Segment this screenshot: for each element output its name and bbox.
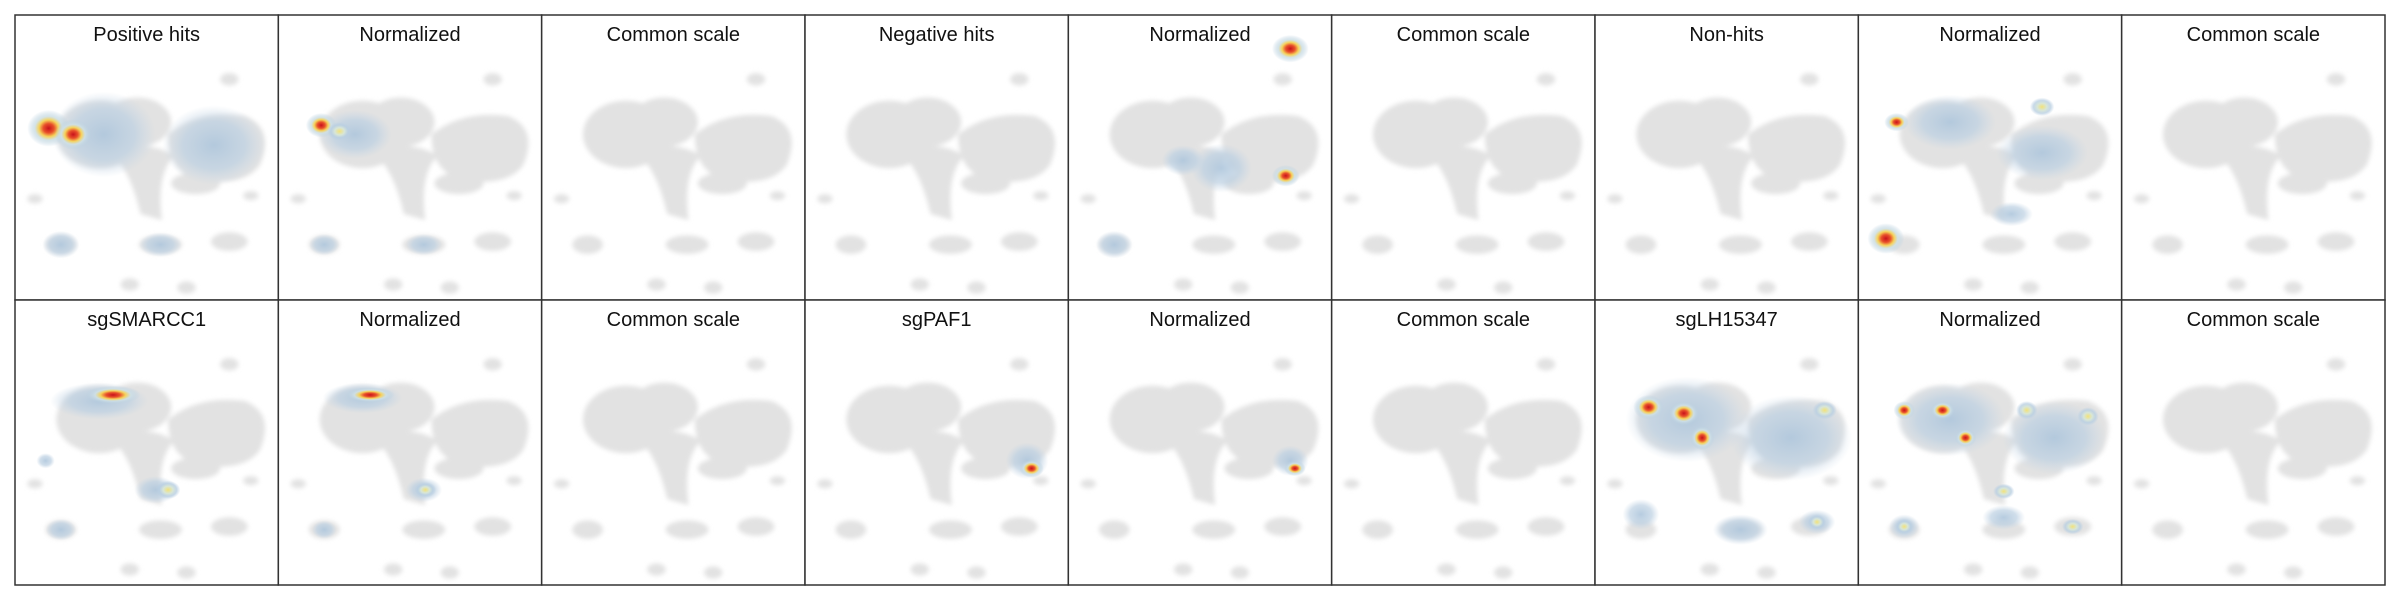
panel-title: Common scale	[2187, 24, 2320, 46]
density-hotspot	[1895, 382, 2006, 457]
density-hotspot	[318, 109, 392, 159]
density-hotspot	[2077, 407, 2099, 426]
panel-title: Positive hits	[93, 24, 200, 46]
panel-title: sgPAF1	[902, 309, 972, 331]
panel-title: Common scale	[1397, 24, 1530, 46]
density-hotspot	[1161, 145, 1205, 176]
embedding-plot	[291, 358, 529, 578]
density-hotspot	[2016, 401, 2038, 420]
panel-title: Common scale	[1397, 309, 1530, 331]
embedding-plot	[1867, 73, 2109, 293]
density-hotspot	[1622, 499, 1660, 530]
panel: Non-hits	[1594, 14, 1860, 301]
density-hotspot	[312, 520, 337, 539]
density-hotspot	[405, 233, 443, 256]
density-hotspot	[1982, 505, 2026, 530]
density-hotspot	[1271, 165, 1300, 187]
panel: sgLH15347	[1594, 299, 1860, 586]
panel-title: sgLH15347	[1676, 309, 1778, 331]
embedding-plot	[27, 73, 267, 293]
panel-title: sgSMARCC1	[87, 309, 206, 331]
embedding-plot	[1607, 358, 1853, 578]
embedding-plot	[291, 73, 529, 293]
density-hotspot	[45, 518, 77, 541]
panel-title: Normalized	[1939, 24, 2040, 46]
density-hotspot	[414, 482, 437, 498]
density-hotspot	[1019, 459, 1044, 478]
panel: Common scale	[2120, 299, 2386, 586]
density-hotspot	[1867, 223, 1905, 254]
density-hotspot	[2029, 97, 2055, 117]
embedding-plot	[1081, 358, 1319, 578]
panel: Common scale	[1330, 299, 1596, 586]
density-hotspot	[42, 230, 80, 259]
density-hotspot	[1996, 125, 2088, 181]
density-hotspot	[1633, 394, 1664, 420]
panel-title: Common scale	[2187, 309, 2320, 331]
density-hotspot	[1689, 425, 1715, 451]
density-hotspot	[308, 233, 340, 256]
density-hotspot	[1895, 518, 1914, 535]
panel-title: Normalized	[1149, 309, 1250, 331]
density-hotspot	[1284, 460, 1306, 477]
panel-title: Normalized	[1939, 309, 2040, 331]
panel-title: Normalized	[359, 309, 460, 331]
density-hotspot	[1993, 483, 2015, 500]
density-hotspot	[1271, 34, 1309, 63]
density-hotspot	[1807, 514, 1827, 530]
panel-title: Non-hits	[1689, 24, 1763, 46]
density-hotspot	[155, 480, 181, 500]
panel-title: Normalized	[359, 24, 460, 46]
panel: Common scale	[540, 14, 806, 301]
density-hotspot	[1884, 112, 1909, 132]
density-hotspot	[1930, 401, 1955, 420]
density-hotspot	[345, 387, 395, 403]
density-hotspot	[1712, 514, 1769, 545]
density-hotspot	[2061, 518, 2084, 535]
density-hotspot	[1954, 428, 1977, 447]
density-hotspot	[139, 232, 182, 257]
panel: sgPAF1	[804, 299, 1070, 586]
panel-title: Common scale	[607, 309, 740, 331]
panel-title: Common scale	[607, 24, 740, 46]
panel: Common scale	[2120, 14, 2386, 301]
embedding-plot	[1081, 34, 1319, 294]
panel: Negative hits	[804, 14, 1070, 301]
density-hotspot	[85, 385, 141, 405]
panel: Normalized	[277, 299, 543, 586]
density-hotspot	[51, 91, 156, 178]
panel: Normalized	[1857, 299, 2123, 586]
panel: Common scale	[1330, 14, 1596, 301]
panel-title: Normalized	[1149, 24, 1250, 46]
density-hotspot	[1904, 94, 1997, 150]
density-hotspot	[36, 453, 55, 469]
embedding-plot	[27, 358, 265, 578]
density-hotspot	[1812, 401, 1837, 420]
panel: Common scale	[540, 299, 806, 586]
density-hotspot	[1990, 201, 2033, 227]
density-hotspot	[1095, 230, 1133, 259]
density-hotspot	[161, 105, 267, 185]
panel: Positive hits	[14, 14, 280, 301]
embedding-plot	[817, 358, 1055, 578]
panel: Normalized	[1067, 299, 1333, 586]
panel: sgSMARCC1	[14, 299, 280, 586]
panel: Normalized	[1067, 14, 1333, 301]
embedding-plot	[1871, 358, 2109, 578]
density-hotspot	[54, 119, 92, 150]
panel: Normalized	[277, 14, 543, 301]
panel-title: Negative hits	[879, 24, 995, 46]
panel: Normalized	[1857, 14, 2123, 301]
density-hotspot	[1893, 401, 1915, 420]
density-hotspot	[1190, 143, 1253, 193]
density-hotspot	[1668, 401, 1700, 426]
density-hotspot	[327, 122, 352, 141]
